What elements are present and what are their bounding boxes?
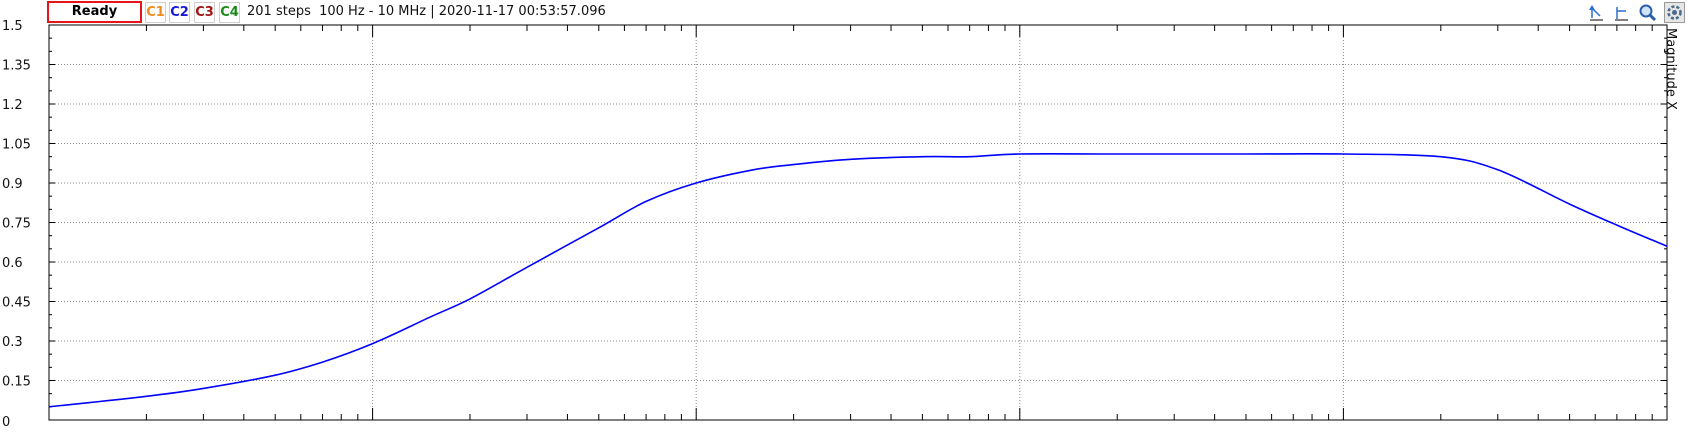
reference-marker-icon[interactable] [1611,2,1632,23]
y-tick-label: 1.2 [2,98,23,113]
chart-grid [48,24,1668,420]
y-tick-labels: 0 0.15 0.3 0.45 0.6 0.75 0.9 1.05 1.2 1.35 1.5 [2,19,31,430]
channel-c2-button[interactable]: C2 [169,2,190,23]
y-tick-label: 0.6 [2,256,23,271]
settings-icon[interactable] [1664,2,1685,23]
y-tick-label: 0.3 [2,335,23,350]
plot-frame [48,24,1668,421]
zoom-icon[interactable] [1637,2,1658,23]
channel-c4-button[interactable]: C4 [219,2,240,23]
channel-c3-button[interactable]: C3 [194,2,215,23]
y-tick-label: 0.45 [2,296,31,311]
y-axis-label: Magnitude X [1663,28,1678,110]
channel-c1-button[interactable]: C1 [145,2,166,23]
y-tick-label: 1.05 [2,138,31,153]
y-tick-label: 0.15 [2,375,31,390]
status-indicator[interactable]: Ready [47,1,142,23]
cursor-marker-icon[interactable] [1586,2,1607,23]
toolbar: Ready C1 C2 C3 C4 201 steps 100 Hz - 10 … [0,0,1692,25]
y-tick-label: 0 [2,415,10,430]
y-tick-label: 0.9 [2,177,23,192]
y-tick-label: 0.75 [2,217,31,232]
sweep-info: 201 steps 100 Hz - 10 MHz | 2020-11-17 0… [247,4,606,19]
chart-series [48,153,1668,408]
y-tick-label: 1.35 [2,59,31,74]
y-tick-label: 1.5 [2,19,23,34]
chart-axes [48,24,1668,421]
series-line-0 [48,153,1668,408]
